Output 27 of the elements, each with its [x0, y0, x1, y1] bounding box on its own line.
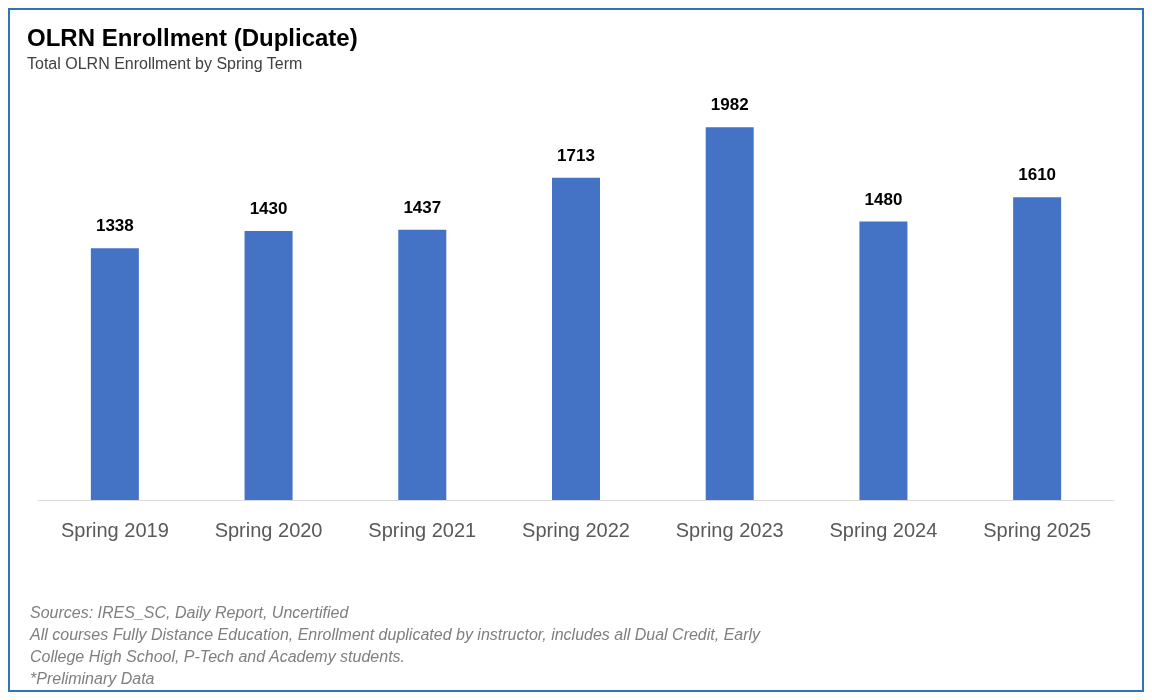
chart-subtitle: Total OLRN Enrollment by Spring Term: [27, 54, 303, 72]
bar: [705, 127, 754, 500]
chart-title: OLRN Enrollment (Duplicate): [27, 23, 358, 51]
bar: [552, 177, 600, 500]
x-tick-label: Spring 2023: [675, 519, 784, 541]
x-tick-label: Spring 2022: [522, 519, 630, 541]
bar: [1013, 197, 1062, 500]
x-tick-label: Spring 2020: [214, 519, 323, 541]
data-label: 1480: [864, 189, 903, 209]
data-label: 1610: [1018, 165, 1057, 185]
data-label: 1437: [403, 197, 442, 217]
data-label: 1430: [249, 199, 288, 219]
data-label: 1982: [710, 95, 749, 115]
bar: [859, 221, 908, 500]
data-label: 1713: [557, 145, 595, 165]
x-tick-label: Spring 2019: [60, 519, 169, 541]
text: All courses Fully Distance Education, Enrollment duplicated by instructor, includes all Dual Credit, Early: [29, 625, 762, 643]
source-note: Sources: IRES_SC, Daily Report, Uncertified: [30, 603, 350, 621]
bar: [398, 229, 447, 500]
bar: [244, 231, 293, 500]
text: College High School, P-Tech and Academy students.: [30, 647, 406, 665]
x-tick-label: Spring 2021: [368, 519, 477, 541]
data-label: 1338: [95, 216, 134, 236]
x-tick-label: Spring 2024: [829, 519, 938, 541]
text: *Preliminary Data: [30, 669, 155, 687]
x-tick-label: Spring 2025: [983, 519, 1092, 541]
bar: [90, 248, 139, 500]
